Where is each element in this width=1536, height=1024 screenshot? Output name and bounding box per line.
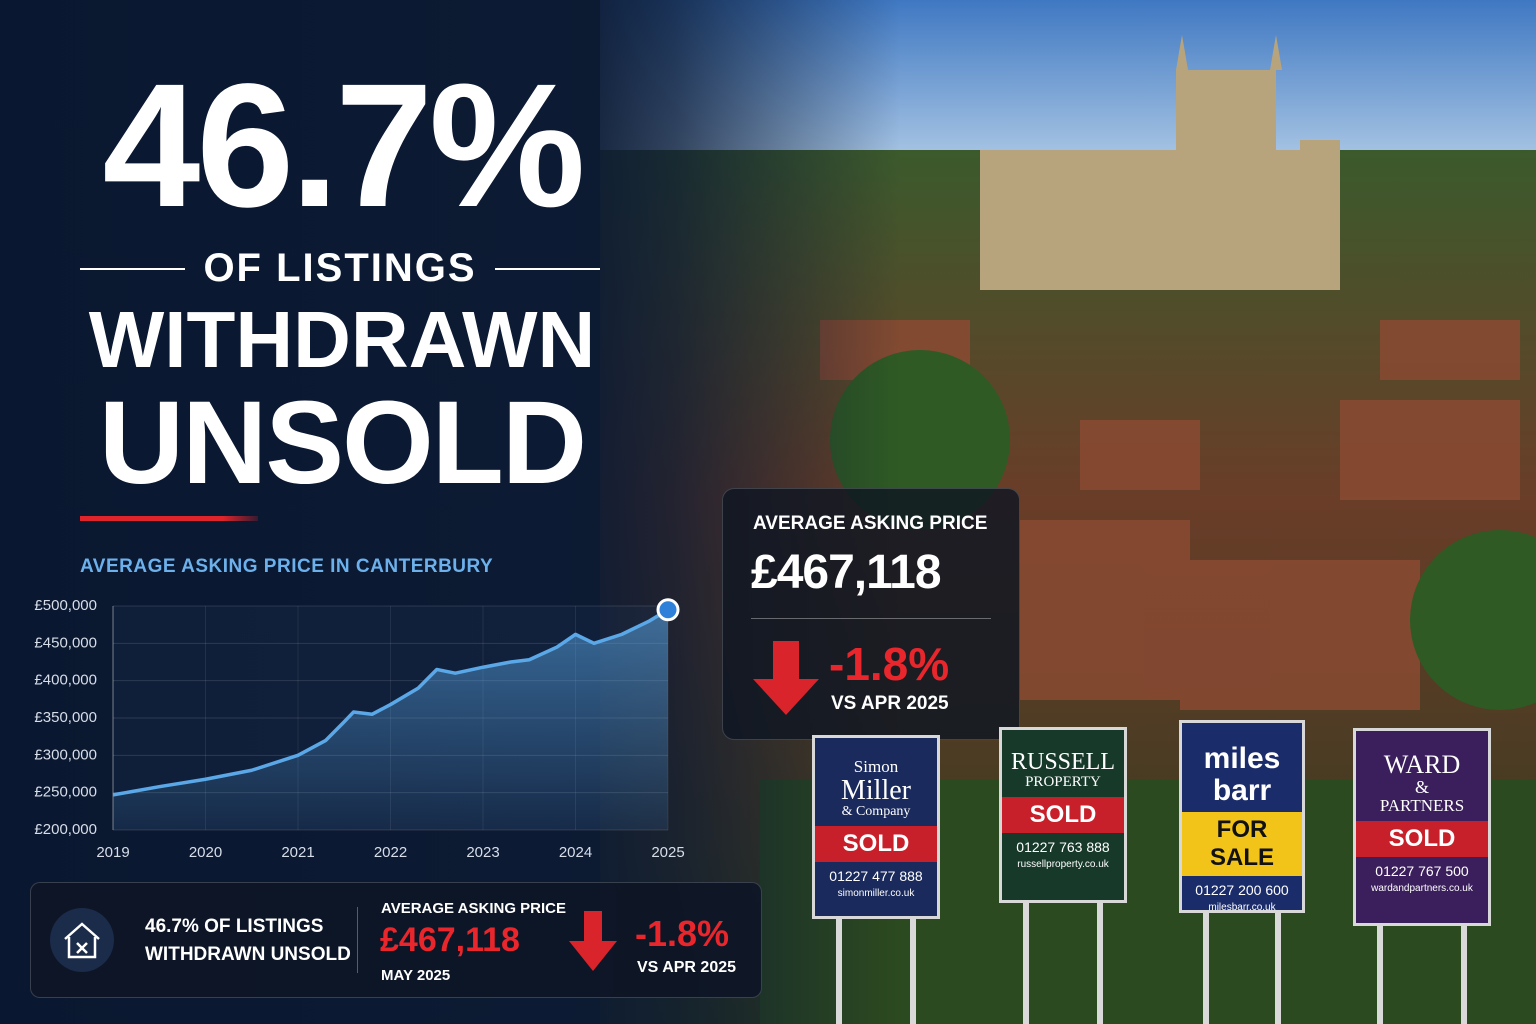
- headline-line: OF LISTINGS: [80, 246, 600, 291]
- summary-price: £467,118: [380, 921, 520, 959]
- sign-name: miles: [1203, 742, 1281, 775]
- sign-name: PARTNERS: [1379, 796, 1465, 816]
- sign-post: [910, 919, 916, 1024]
- sign-status: SOLD: [815, 825, 937, 862]
- sign-status: FOR SALE: [1182, 812, 1302, 876]
- x-tick-label: 2019: [96, 844, 129, 861]
- sign-phone: 01227 200 600: [1195, 882, 1289, 898]
- summary-label: AVERAGE ASKING PRICE: [381, 900, 567, 917]
- y-tick-label: £400,000: [34, 672, 97, 689]
- y-tick-label: £200,000: [34, 821, 97, 838]
- area: [113, 609, 668, 830]
- card-comparison: VS APR 2025: [831, 693, 949, 714]
- sign-post: [1377, 926, 1383, 1024]
- headline-text: WITHDRAWN: [88, 295, 596, 384]
- x-tick-label: 2024: [559, 844, 592, 861]
- sign-web: wardandpartners.co.uk: [1371, 883, 1473, 895]
- sign-name: Miller: [841, 774, 911, 806]
- sign-phone: 01227 763 888: [1016, 838, 1110, 855]
- sign-status: SOLD: [1002, 796, 1124, 833]
- sign-web: simonmiller.co.uk: [837, 887, 915, 899]
- headline-text: UNSOLD: [98, 377, 587, 509]
- sign-status: SOLD: [1356, 821, 1488, 858]
- sign-phone: 01227 767 500: [1375, 863, 1469, 880]
- house-icon: [50, 908, 114, 972]
- card-change: -1.8%: [829, 638, 950, 690]
- sign-post: [1097, 903, 1103, 1024]
- summary-change: -1.8%: [635, 913, 730, 954]
- sign-name: Simon: [853, 757, 899, 776]
- summary-comparison: VS APR 2025: [637, 959, 737, 976]
- price-card: AVERAGE ASKING PRICE £467,118 -1.8% VS A…: [722, 488, 1020, 740]
- sign-name: PROPERTY: [1025, 774, 1101, 791]
- sign-web: milesbarr.co.uk: [1208, 902, 1276, 913]
- y-tick-label: £350,000: [34, 709, 97, 726]
- x-tick-label: 2023: [466, 844, 499, 861]
- end-point: [656, 598, 680, 622]
- sign-name: RUSSELL: [1010, 749, 1115, 775]
- sign-post: [1275, 913, 1281, 1024]
- x-tick-label: 2021: [281, 844, 314, 861]
- y-tick-label: £250,000: [34, 784, 97, 801]
- agent-sign: RUSSELL PROPERTY SOLD 01227 763 888 russellp…: [999, 727, 1127, 903]
- summary-stat: 46.7% OF LISTINGS: [145, 916, 324, 937]
- card-price: £467,118: [751, 546, 942, 599]
- summary-stat: WITHDRAWN UNSOLD: [145, 944, 351, 965]
- x-tick-label: 2025: [651, 844, 684, 861]
- chart-title: AVERAGE ASKING PRICE IN CANTERBURY: [80, 556, 494, 577]
- sign-name: & Company: [841, 804, 911, 820]
- sign-name: &: [1414, 777, 1429, 798]
- sign-post: [1461, 926, 1467, 1024]
- summary-date: MAY 2025: [381, 967, 451, 984]
- sign-web: russellproperty.co.uk: [1017, 858, 1109, 870]
- sign-post: [836, 919, 842, 1024]
- agent-sign: Simon Miller & Company SOLD 01227 477 888 sim…: [812, 735, 940, 919]
- x-tick-label: 2020: [189, 844, 222, 861]
- agent-sign: WARD & PARTNERS SOLD 01227 767 500 wardandpar…: [1353, 728, 1491, 926]
- headline-text: OF LISTINGS: [203, 246, 477, 290]
- headline-figure: 46.7%: [102, 48, 585, 244]
- y-tick-label: £300,000: [34, 746, 97, 763]
- sign-post: [1023, 903, 1029, 1024]
- accent-rule: [80, 516, 258, 521]
- y-tick-label: £500,000: [34, 597, 97, 614]
- chart: £200,000 £250,000 £300,000 £350,000 £400,000…: [34, 597, 684, 861]
- sign-phone: 01227 477 888: [829, 867, 923, 884]
- x-tick-label: 2022: [374, 844, 407, 861]
- sign-post: [1203, 913, 1209, 1024]
- summary-bar: 46.7% OF LISTINGS WITHDRAWN UNSOLD AVERA…: [30, 882, 762, 998]
- sign-name: WARD: [1383, 750, 1461, 779]
- down-arrow: [569, 911, 617, 971]
- card-label: AVERAGE ASKING PRICE: [753, 513, 988, 534]
- y-tick-label: £450,000: [34, 634, 97, 651]
- sign-name: barr: [1212, 773, 1272, 807]
- line: [112, 608, 669, 797]
- agent-sign: miles barr FOR SALE 01227 200 600 milesbarr.…: [1179, 720, 1305, 913]
- down-arrow: [753, 641, 819, 715]
